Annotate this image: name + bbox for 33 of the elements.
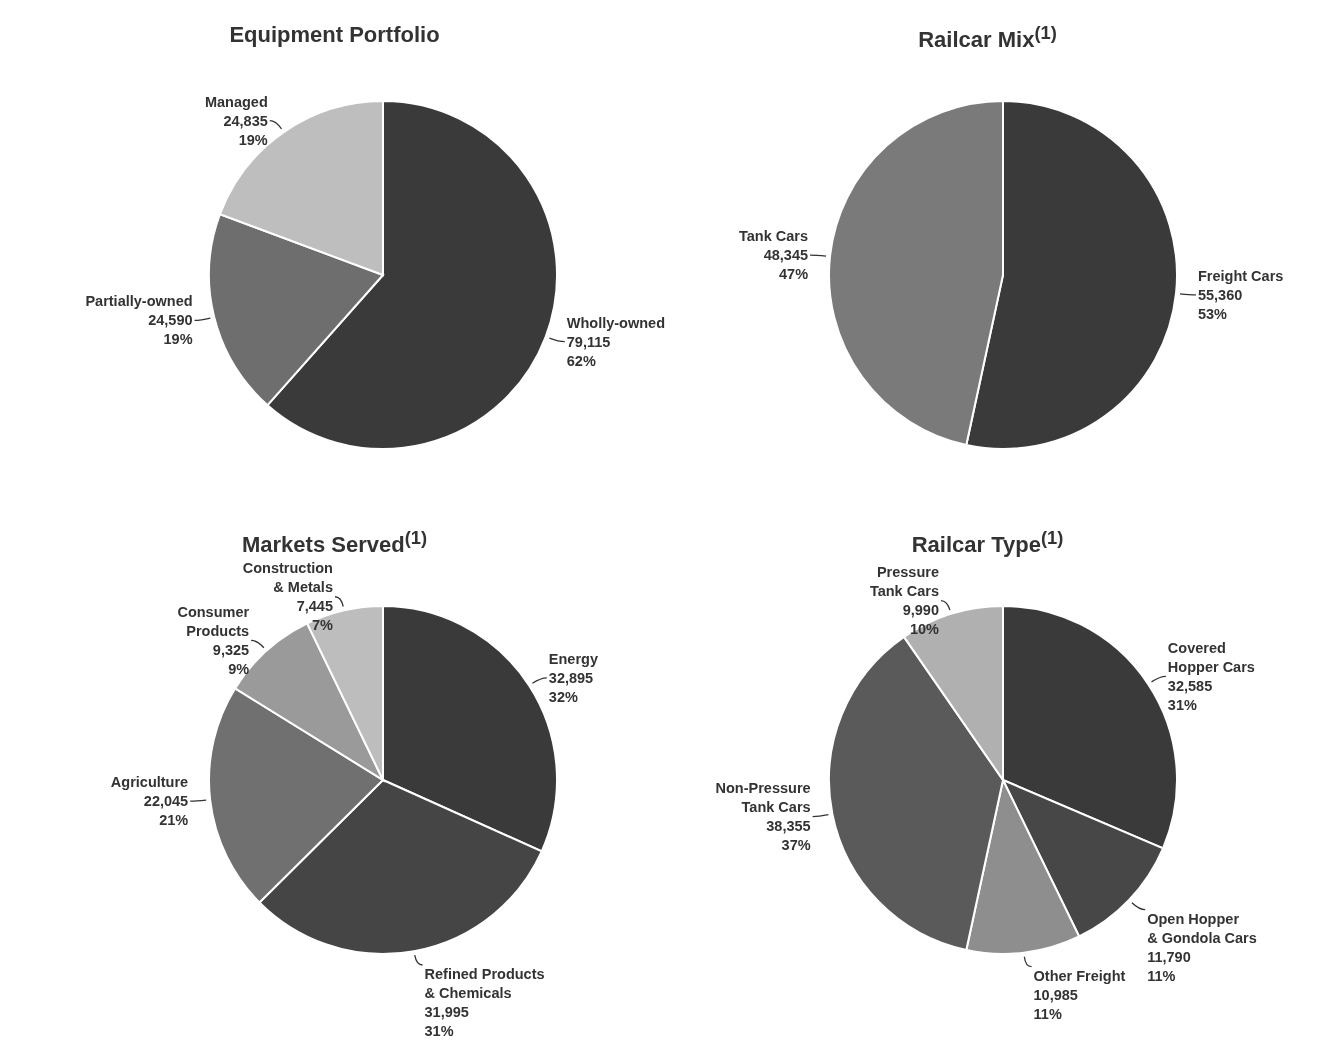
data-label: 48,345 47%: [763, 247, 809, 283]
data-label: 11,790 11%: [1147, 948, 1191, 984]
data-label: 24,590 19%: [148, 312, 193, 348]
data-label: 22,045 21%: [143, 793, 189, 829]
slice-label: Other Freight: [1033, 967, 1126, 984]
slice-label: Energy: [548, 650, 599, 667]
slice-label: Non-Pressure Tank Cars: [715, 780, 811, 816]
data-label: 31,995 31%: [424, 1003, 469, 1039]
chart-title: Railcar Type$^{(1)}$: [910, 527, 1065, 559]
slice-label: Refined Products & Chemicals: [424, 965, 545, 1001]
data-label: 24,835 19%: [223, 112, 268, 148]
slice-label: Construction & Metals: [242, 560, 333, 596]
slice-label: Tank Cars: [739, 228, 809, 245]
slice-label: Pressure Tank Cars: [869, 564, 939, 600]
data-label: 10,985 11%: [1033, 986, 1078, 1022]
data-label: 79,115 62%: [566, 333, 611, 369]
slice-label: Agriculture: [110, 774, 189, 791]
data-label: 7,445 7%: [296, 598, 334, 634]
chart-title: Railcar Mix$^{(1)}$: [917, 22, 1058, 54]
slice-label: Covered Hopper Cars: [1167, 639, 1255, 675]
data-label: 38,355 37%: [766, 818, 811, 854]
slice-label: Freight Cars: [1197, 267, 1284, 284]
data-label: 9,325 9%: [212, 641, 250, 677]
chart-title: Equipment Portfolio: [228, 22, 441, 48]
data-label: 32,895 32%: [548, 669, 594, 705]
chart-title: Markets Served$^{(1)}$: [240, 527, 429, 559]
data-label: 32,585 31%: [1167, 677, 1213, 713]
slice-label: Consumer Products: [177, 603, 250, 639]
slice-label: Open Hopper & Gondola Cars: [1147, 910, 1257, 946]
slice-label: Managed: [204, 93, 268, 110]
slice-label: Wholly-owned: [566, 314, 666, 331]
data-label: 55,360 53%: [1197, 286, 1243, 322]
slice-label: Partially-owned: [85, 293, 193, 310]
